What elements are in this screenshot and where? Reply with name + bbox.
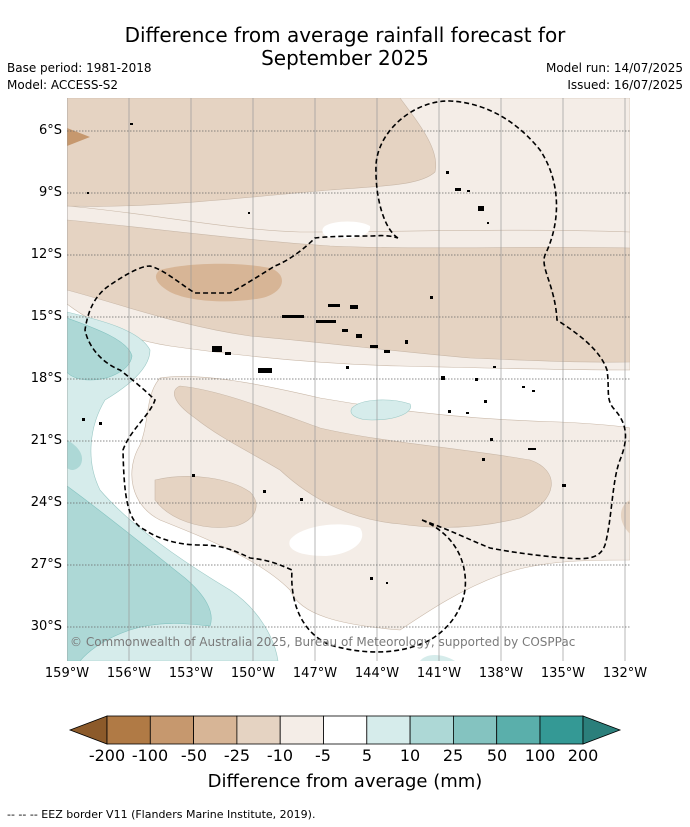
lon-label: 153°W [168,666,214,681]
colorbar-segment [323,715,368,745]
map-title: Difference from average rainfall forecas… [0,24,690,70]
colorbar [68,715,622,745]
lat-label: 30°S [30,619,62,634]
anomaly-region-wet-south [420,654,455,661]
anomaly-region-white-hole [289,524,363,556]
colorbar-tick-label: 100 [524,746,556,765]
colorbar-segment [279,715,324,745]
colorbar-tick-label: -50 [180,746,208,765]
colorbar-title: Difference from average (mm) [207,771,483,792]
colorbar-segment [236,715,281,745]
colorbar-tick-label: -5 [315,746,331,765]
lat-label: 12°S [30,247,62,262]
copyright-notice: © Commonwealth of Australia 2025, Bureau… [70,635,576,649]
lon-label: 159°W [44,666,90,681]
lat-label: 24°S [30,495,62,510]
lon-label: 135°W [540,666,586,681]
anomaly-region-brown-central [155,263,282,302]
anomaly-region-dry-central [67,219,630,363]
model-text: Model: ACCESS-S2 [7,78,119,92]
colorbar-segment [539,715,584,745]
colorbar-tick-label: -100 [131,746,169,765]
base-period-text: Base period: 1981-2018 [7,61,152,75]
eez-footnote: -- -- -- EEZ border V11 (Flanders Marine… [7,808,316,821]
lon-label: 147°W [292,666,338,681]
colorbar-tick-label: 25 [442,746,464,765]
latitude-gridlines [67,130,630,628]
islands [82,123,566,584]
colorbar-extend-high [582,715,622,745]
lat-label: 27°S [30,557,62,572]
anomaly-region-dry-south [173,385,552,528]
colorbar-segment [496,715,541,745]
title-line-2: September 2025 [261,46,429,70]
anomaly-region-white-gap [322,221,371,239]
colorbar-tick-label: -10 [266,746,294,765]
issued-text: Issued: 16/07/2025 [567,78,683,92]
colorbar-tick-label: 10 [399,746,421,765]
anomaly-region-wet-central-island [350,399,411,421]
lon-label: 138°W [478,666,524,681]
colorbar-tick-label: -200 [88,746,126,765]
lat-label: 6°S [38,123,62,138]
lat-label: 9°S [38,185,62,200]
lon-label: 141°W [416,666,462,681]
eez-border [84,100,627,653]
colorbar-segment [409,715,454,745]
anomaly-region-brown-nw [67,128,90,146]
model-run-text: Model run: 14/07/2025 [545,61,683,75]
colorbar-segment [149,715,195,745]
anomaly-region-wet-west [67,317,133,381]
colorbar-tick-label: 50 [486,746,508,765]
colorbar-tick-label: 200 [567,746,599,765]
colorbar-segment [106,715,151,745]
anomaly-region-dry-north [67,98,437,207]
lon-label: 144°W [354,666,400,681]
colorbar-segment [452,715,498,745]
colorbar-segment [366,715,411,745]
colorbar-segment [193,715,238,745]
meta-left: Base period: 1981-2018 Model: ACCESS-S2 [7,60,152,94]
lat-label: 21°S [30,433,62,448]
lat-label: 18°S [30,371,62,386]
anomaly-region-wet-west-small [67,440,83,470]
map-panel [67,98,630,661]
anomaly-region-wet-sw [67,485,212,661]
lon-label: 156°W [106,666,152,681]
anomaly-region-dry-east-edge [620,500,630,534]
lon-label: 132°W [602,666,648,681]
lat-label: 15°S [30,309,62,324]
colorbar-extend-low [68,715,108,745]
anomaly-region-dry-south-arm [154,476,257,528]
colorbar-tick-label: 5 [361,746,373,765]
colorbar-tick-label: -25 [223,746,251,765]
title-line-1: Difference from average rainfall forecas… [124,23,566,47]
lon-label: 150°W [230,666,276,681]
meta-right: Model run: 14/07/2025 Issued: 16/07/2025 [546,60,683,94]
